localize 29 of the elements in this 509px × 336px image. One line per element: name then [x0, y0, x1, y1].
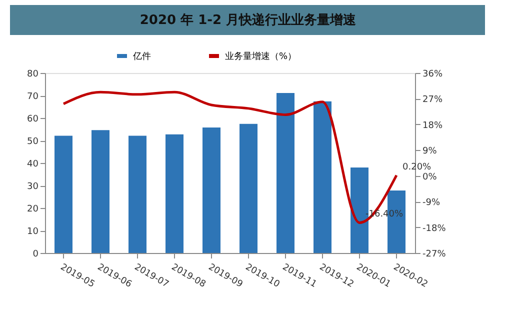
y-tick-label: 80	[27, 70, 39, 80]
bar	[92, 130, 110, 253]
y-tick-label: 0	[32, 250, 39, 260]
y-tick-label: 70	[27, 92, 39, 102]
y2-tick-label: 27%	[422, 95, 443, 106]
bar	[240, 124, 258, 253]
y2-tick-label: -9%	[422, 198, 440, 208]
bar	[128, 136, 146, 253]
y2-tick-label: -27%	[422, 250, 446, 260]
bar	[276, 93, 294, 253]
y2-tick-label: 18%	[422, 120, 443, 131]
y-tick-label: 50	[27, 137, 39, 147]
bar	[314, 101, 332, 253]
y2-tick-label: 9%	[422, 146, 438, 157]
y2-tick-label: -18%	[422, 224, 446, 234]
y-tick-label: 20	[27, 204, 39, 214]
data-label: -16.40%	[366, 210, 404, 220]
y-tick-label: 40	[27, 160, 39, 170]
y-tick-label: 10	[27, 227, 39, 237]
y-tick-label: 60	[27, 114, 39, 124]
legend-label: 业务量增速（%）	[225, 51, 297, 62]
bar	[166, 134, 184, 253]
chart-title: 2020 年 1-2 月快递行业业务量增速	[140, 12, 358, 28]
y-tick-label: 30	[27, 182, 39, 192]
bar	[54, 136, 72, 253]
bar	[202, 127, 220, 253]
legend-label: 亿件	[132, 51, 151, 62]
y2-tick-label: 36%	[422, 70, 443, 80]
y2-tick-label: 0%	[422, 172, 438, 182]
